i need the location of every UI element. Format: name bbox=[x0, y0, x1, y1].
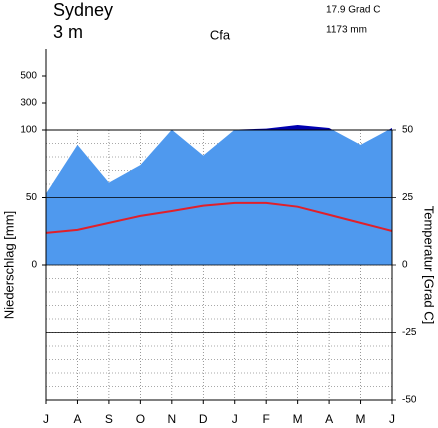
x-tick-label: M bbox=[356, 412, 366, 426]
y-axis-label: Niederschlag [mm] bbox=[1, 211, 16, 319]
y2-axis-label: Temperatur [Grad C] bbox=[422, 206, 437, 325]
precipitation-area bbox=[46, 130, 392, 265]
chart-subtitle: 3 m bbox=[53, 22, 83, 42]
y2-tick-label: 0 bbox=[402, 260, 408, 271]
annual-precipitation: 1173 mm bbox=[326, 25, 367, 36]
y-tick-label: 0 bbox=[31, 260, 37, 271]
chart-title: Sydney bbox=[53, 0, 113, 20]
x-tick-label: M bbox=[293, 412, 303, 426]
x-tick-label: J bbox=[389, 412, 395, 426]
y2-tick-label: 50 bbox=[402, 125, 414, 136]
x-tick-label: J bbox=[232, 412, 238, 426]
y-tick-label: 300 bbox=[20, 98, 37, 109]
mean-temperature: 17.9 Grad C bbox=[326, 5, 380, 16]
x-tick-label: A bbox=[73, 412, 81, 426]
x-tick-label: D bbox=[199, 412, 208, 426]
x-tick-label: F bbox=[263, 412, 270, 426]
x-tick-label: J bbox=[43, 412, 49, 426]
y2-tick-label: 25 bbox=[402, 192, 414, 203]
precipitation-area-high bbox=[171, 125, 392, 130]
y-tick-label: 100 bbox=[20, 125, 37, 136]
y-tick-label: 500 bbox=[20, 71, 37, 82]
y-tick-label: 50 bbox=[26, 192, 38, 203]
x-tick-label: O bbox=[136, 412, 145, 426]
x-tick-label: S bbox=[105, 412, 113, 426]
x-tick-label: N bbox=[167, 412, 176, 426]
x-tick-label: A bbox=[325, 412, 333, 426]
climate-class: Cfa bbox=[210, 27, 231, 42]
y2-tick-label: -25 bbox=[402, 327, 417, 338]
y2-tick-label: -50 bbox=[402, 395, 417, 406]
temperature-line bbox=[45, 201, 393, 234]
